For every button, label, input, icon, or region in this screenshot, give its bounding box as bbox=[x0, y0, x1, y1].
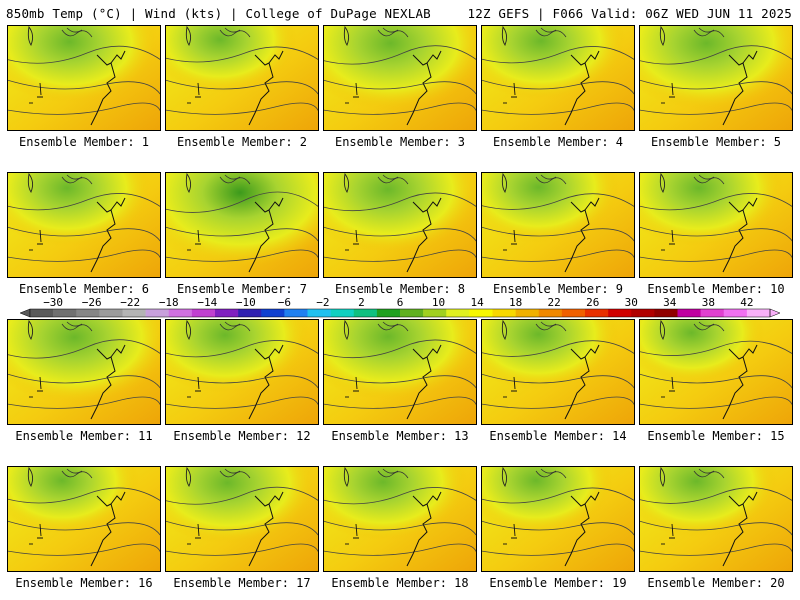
colorbar-tick-label: −10 bbox=[236, 296, 256, 309]
ensemble-member-label: Ensemble Member: 2 bbox=[176, 135, 308, 149]
ensemble-member-label: Ensemble Member: 17 bbox=[173, 576, 311, 590]
colorbar-swatch bbox=[307, 309, 331, 317]
colorbar-tick-label: 2 bbox=[358, 296, 365, 309]
colorbar-swatch bbox=[585, 309, 609, 317]
ensemble-map-panel bbox=[481, 172, 635, 278]
colorbar-swatch bbox=[746, 309, 771, 317]
temperature-colorbar: −30 −26 −22 −18 −14 −10 −6 −2 2 6 10 14 18 22 26 30 34 38… bbox=[19, 296, 781, 318]
ensemble-map-panel bbox=[481, 25, 635, 131]
colorbar-tick-label: 22 bbox=[548, 296, 561, 309]
colorbar-swatch bbox=[700, 309, 725, 317]
colorbar-swatch bbox=[423, 309, 447, 317]
ensemble-map-panel bbox=[165, 466, 319, 572]
colorbar-swatch bbox=[723, 309, 748, 317]
colorbar-swatch bbox=[515, 309, 540, 317]
ensemble-member-label: Ensemble Member: 4 bbox=[492, 135, 624, 149]
ensemble-map-panel bbox=[639, 466, 793, 572]
colorbar-swatch bbox=[538, 309, 563, 317]
colorbar-swatch bbox=[608, 309, 632, 317]
ensemble-map-panel bbox=[639, 25, 793, 131]
ensemble-member-label: Ensemble Member: 20 bbox=[647, 576, 785, 590]
ensemble-member-label: Ensemble Member: 19 bbox=[489, 576, 627, 590]
ensemble-member-label: Ensemble Member: 9 bbox=[492, 282, 624, 296]
ensemble-map-panel bbox=[481, 466, 635, 572]
colorbar-tick-label: 18 bbox=[509, 296, 522, 309]
ensemble-member-label: Ensemble Member: 3 bbox=[334, 135, 466, 149]
colorbar-swatch bbox=[238, 309, 262, 317]
colorbar-swatch bbox=[376, 309, 401, 317]
ensemble-map-panel bbox=[7, 172, 161, 278]
colorbar-tick-label: 26 bbox=[586, 296, 599, 309]
ensemble-member-label: Ensemble Member: 8 bbox=[334, 282, 466, 296]
colorbar-tick-label: 34 bbox=[663, 296, 677, 309]
ensemble-map-panel bbox=[165, 25, 319, 131]
header-title: 850mb Temp (°C) | Wind (kts) | College o… bbox=[6, 6, 431, 21]
colorbar-tick-label: 30 bbox=[625, 296, 638, 309]
ensemble-map-panel bbox=[165, 319, 319, 425]
ensemble-map-panel bbox=[7, 319, 161, 425]
ensemble-member-label: Ensemble Member: 15 bbox=[647, 429, 785, 443]
ensemble-map-panel bbox=[7, 25, 161, 131]
ensemble-member-label: Ensemble Member: 1 bbox=[18, 135, 150, 149]
colorbar-swatch bbox=[122, 309, 146, 317]
colorbar-right-arrow bbox=[769, 308, 781, 318]
colorbar-swatch bbox=[631, 309, 655, 317]
colorbar-swatch bbox=[400, 309, 424, 317]
ensemble-member-label: Ensemble Member: 18 bbox=[331, 576, 469, 590]
colorbar-swatch bbox=[215, 309, 239, 317]
ensemble-member-label: Ensemble Member: 11 bbox=[15, 429, 153, 443]
colorbar-tick-label: −22 bbox=[120, 296, 140, 309]
colorbar-swatch bbox=[492, 309, 516, 317]
ensemble-member-label: Ensemble Member: 12 bbox=[173, 429, 311, 443]
ensemble-member-label: Ensemble Member: 13 bbox=[331, 429, 469, 443]
colorbar-swatch bbox=[353, 309, 378, 317]
colorbar-swatch bbox=[261, 309, 285, 317]
colorbar-swatch bbox=[30, 309, 54, 317]
colorbar-tick-label: 42 bbox=[740, 296, 753, 309]
ensemble-member-label: Ensemble Member: 16 bbox=[15, 576, 153, 590]
colorbar-tick-label: −14 bbox=[197, 296, 217, 309]
colorbar-left-arrow bbox=[19, 308, 31, 318]
colorbar-tick-label: 38 bbox=[702, 296, 715, 309]
colorbar-swatch bbox=[677, 309, 701, 317]
colorbar-swatch bbox=[99, 309, 123, 317]
ensemble-map-panel bbox=[7, 466, 161, 572]
ensemble-member-label: Ensemble Member: 14 bbox=[489, 429, 627, 443]
ensemble-map-panel bbox=[323, 466, 477, 572]
ensemble-map-panel bbox=[639, 319, 793, 425]
colorbar-swatch bbox=[284, 309, 308, 317]
ensemble-map-panel bbox=[323, 172, 477, 278]
ensemble-member-label: Ensemble Member: 5 bbox=[650, 135, 782, 149]
colorbar-swatch bbox=[145, 309, 170, 317]
ensemble-member-label: Ensemble Member: 10 bbox=[647, 282, 785, 296]
colorbar-swatch bbox=[191, 309, 216, 317]
ensemble-member-label: Ensemble Member: 6 bbox=[18, 282, 150, 296]
ensemble-member-label: Ensemble Member: 7 bbox=[176, 282, 308, 296]
colorbar-swatch bbox=[446, 309, 470, 317]
colorbar-tick-label: −18 bbox=[159, 296, 179, 309]
colorbar-swatch bbox=[53, 309, 77, 317]
colorbar-swatch bbox=[168, 309, 193, 317]
header-valid-time: 12Z GEFS | F066 Valid: 06Z WED JUN 11 20… bbox=[467, 6, 792, 21]
colorbar-swatch bbox=[654, 309, 678, 317]
colorbar-swatch bbox=[561, 309, 586, 317]
colorbar-swatch bbox=[469, 309, 493, 317]
colorbar-tick-label: 10 bbox=[432, 296, 445, 309]
ensemble-map-panel bbox=[165, 172, 319, 278]
colorbar-swatch bbox=[330, 309, 355, 317]
colorbar-tick-label: 6 bbox=[397, 296, 404, 309]
ensemble-map-panel bbox=[323, 25, 477, 131]
ensemble-map-panel bbox=[323, 319, 477, 425]
colorbar-tick-label: −26 bbox=[82, 296, 102, 309]
colorbar-tick-label: −6 bbox=[278, 296, 291, 309]
colorbar-tick-label: −2 bbox=[316, 296, 329, 309]
ensemble-map-panel bbox=[481, 319, 635, 425]
colorbar-swatch bbox=[76, 309, 100, 317]
colorbar-tick-label: −30 bbox=[43, 296, 63, 309]
ensemble-map-panel bbox=[639, 172, 793, 278]
colorbar-tick-label: 14 bbox=[470, 296, 484, 309]
